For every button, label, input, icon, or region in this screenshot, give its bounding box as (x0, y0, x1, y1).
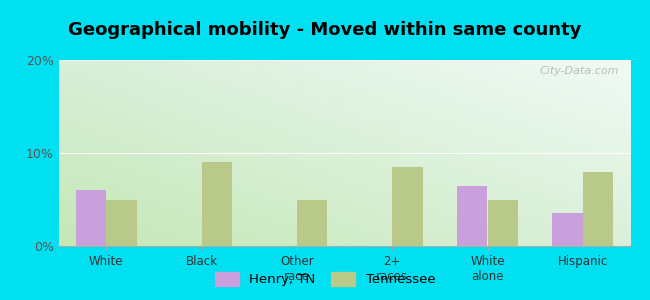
Bar (583, 172, 614, 246)
Bar (297, 200, 328, 246)
Bar (106, 200, 136, 246)
Bar (75, 190, 106, 246)
Legend: Henry, TN, Tennessee: Henry, TN, Tennessee (211, 268, 439, 290)
Bar (457, 185, 488, 246)
Text: City-Data.com: City-Data.com (540, 66, 619, 76)
Bar (488, 200, 518, 246)
Bar (392, 167, 422, 246)
Text: Geographical mobility - Moved within same county: Geographical mobility - Moved within sam… (68, 21, 582, 39)
Bar (202, 162, 232, 246)
Bar (552, 214, 583, 246)
